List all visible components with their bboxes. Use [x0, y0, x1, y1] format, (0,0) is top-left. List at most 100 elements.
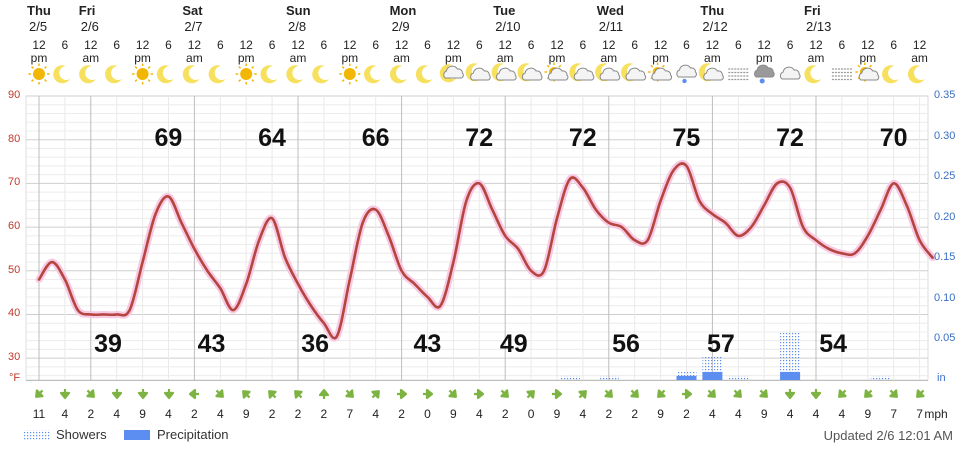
moon-shape [182, 65, 200, 84]
hour-label: 12 [32, 38, 46, 52]
hour-label: 6 [579, 38, 587, 52]
arrow-shape [474, 388, 485, 400]
moon-shape [389, 65, 407, 84]
showers-bar [780, 331, 801, 380]
wind-speed: 2 [605, 407, 613, 421]
wind-arrow-icon [578, 390, 587, 399]
moon-icon [882, 65, 899, 84]
high-temp-label: 66 [361, 124, 390, 152]
wind-arrow-icon [396, 388, 407, 400]
hour-label: 6 [475, 38, 483, 52]
moon-icon [156, 65, 174, 84]
arrow-shape [215, 389, 225, 398]
sun-icon [235, 63, 257, 85]
hour-ampm: pm [548, 51, 566, 65]
arrow-shape [915, 389, 925, 398]
wind-arrow-icon [656, 389, 666, 398]
wind-arrow-icon [86, 389, 95, 398]
moon-icon [804, 65, 821, 84]
cloud-shape [443, 65, 464, 79]
wind-speed: 0 [424, 407, 431, 421]
sun-ray [134, 66, 138, 69]
left-axis-tick: 40 [8, 307, 21, 320]
hour-ampm: am [82, 51, 100, 65]
wind-arrow-icon [889, 389, 898, 398]
moon-icon [907, 65, 925, 84]
precip-layer [559, 331, 891, 380]
wind-arrow-icon [733, 389, 743, 398]
wind-speed: 4 [372, 407, 380, 421]
left-axis-tick: 90 [8, 89, 21, 101]
moon-icon [312, 65, 329, 84]
hour-label: 12 [343, 38, 357, 52]
arrow-shape [604, 389, 613, 398]
moon-shape [364, 65, 381, 84]
wind-speed: 9 [864, 407, 872, 421]
moon-shape [208, 65, 226, 84]
low-temp-label: 43 [197, 330, 226, 358]
left-axis-tick: 50 [8, 263, 21, 276]
wind-arrow-icon [500, 389, 510, 398]
precip-bar [780, 371, 801, 380]
arrow-shape [707, 389, 717, 398]
left-axis-tick: 60 [8, 220, 21, 233]
left-axis-tick: 70 [8, 176, 21, 189]
moon-icon [286, 65, 303, 84]
wind-arrow-icon [630, 389, 639, 398]
moon-icon [415, 65, 433, 84]
hour-label: 6 [786, 38, 794, 52]
wind-speed: 9 [139, 407, 146, 421]
low-temp-label: 49 [499, 330, 528, 358]
high-temp-label: 72 [465, 124, 494, 152]
day-date: 2/5 [29, 19, 48, 34]
wind-speed: 9 [657, 407, 664, 421]
arrow-shape [189, 388, 200, 400]
wind-speed: 4 [113, 407, 121, 421]
hour-ampm: am [600, 51, 618, 65]
day-date: 2/10 [495, 19, 521, 34]
wind-speed: 9 [760, 407, 768, 421]
hour-ampm: pm [652, 51, 669, 65]
arrow-shape [318, 388, 329, 399]
moon-shape [491, 63, 509, 82]
hour-label: 12 [498, 38, 512, 52]
day-date: 2/11 [598, 19, 624, 34]
sun-icon [28, 63, 50, 85]
arrow-shape [268, 390, 277, 399]
wind-speed: 4 [579, 407, 587, 421]
wind-speed: 4 [709, 407, 716, 421]
wind-speed: 4 [165, 407, 172, 421]
hour-label: 12 [394, 38, 409, 52]
arrow-shape [396, 388, 407, 400]
low-temp-label: 54 [819, 330, 848, 358]
arrow-shape [163, 389, 174, 400]
wind-arrow-icon [784, 389, 796, 400]
arrow-shape [242, 390, 251, 399]
hour-ampm: am [186, 51, 203, 65]
wind-speed: 7 [916, 407, 923, 421]
arrow-shape [294, 390, 303, 399]
sun-ray [341, 79, 345, 82]
hour-label: 6 [61, 38, 69, 52]
moon-shape [804, 65, 821, 84]
moon-shape [260, 65, 278, 84]
hour-ampm: pm [30, 51, 48, 65]
temperature-line [37, 162, 934, 340]
wind-speed: 4 [216, 407, 224, 421]
arrow-shape [784, 389, 796, 400]
hour-label: 12 [446, 38, 461, 52]
arrow-shape [137, 389, 148, 400]
wind-speed: 7 [890, 407, 898, 421]
high-temp-label: 75 [672, 124, 701, 152]
high-temp-label: 69 [154, 124, 183, 152]
arrow-shape [759, 389, 769, 398]
moon-shape [105, 65, 122, 84]
wind-speed: 4 [734, 407, 742, 421]
hour-label: 12 [705, 38, 720, 52]
wind-speed: 0 [527, 407, 535, 421]
showers-bar [728, 375, 749, 380]
fog-icon [728, 68, 749, 81]
moon-icon [182, 65, 200, 84]
precip-bar [702, 371, 723, 380]
